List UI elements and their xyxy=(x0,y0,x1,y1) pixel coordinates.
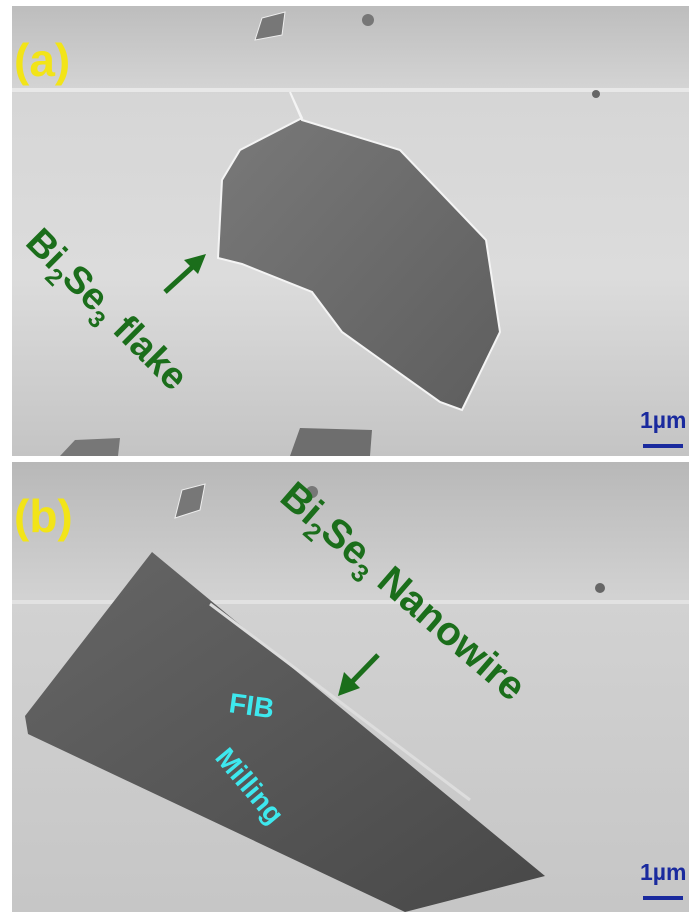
panel-label: (b) xyxy=(14,490,73,542)
figure: (a) Bi2Se3flake 1µm (b) Bi2Se3Nanowire F… xyxy=(0,0,689,912)
particle xyxy=(595,583,605,593)
scale-bar xyxy=(643,444,683,448)
particle xyxy=(362,14,374,26)
panel-a: (a) Bi2Se3flake 1µm xyxy=(12,6,689,456)
milling-label: FIB xyxy=(227,687,276,724)
panel-label-text: (b) xyxy=(14,490,73,542)
panel-b: (b) Bi2Se3Nanowire FIB Milling 1µm xyxy=(12,462,689,912)
panel-label: (a) xyxy=(14,34,70,86)
particle xyxy=(592,90,600,98)
scale-label: 1µm xyxy=(640,859,687,885)
scale-label: 1µm xyxy=(640,407,687,433)
milling-text: FIB xyxy=(227,687,276,724)
scan-band xyxy=(12,88,689,92)
page: (a) Bi2Se3flake 1µm (b) Bi2Se3Nanowire F… xyxy=(0,0,689,912)
debris xyxy=(290,428,372,456)
scale-bar xyxy=(643,896,683,900)
scale-text: 1µm xyxy=(640,859,687,885)
panel-label-text: (a) xyxy=(14,34,70,86)
scale-text: 1µm xyxy=(640,407,687,433)
